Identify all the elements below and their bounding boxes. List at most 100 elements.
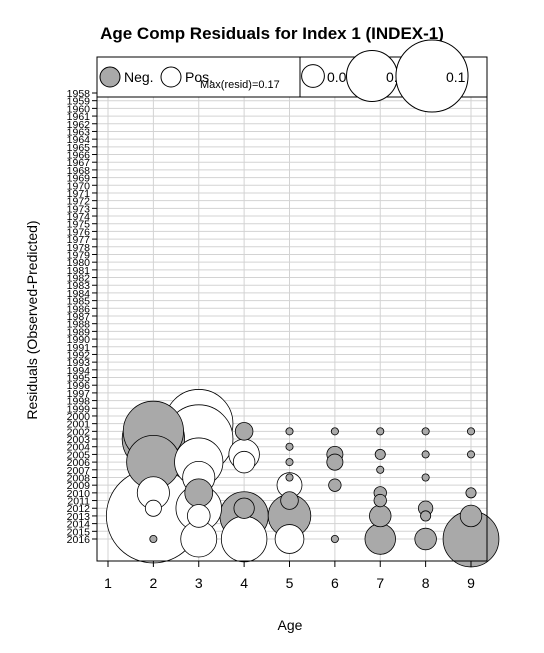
y-tick-label: 1968	[67, 165, 91, 177]
y-tick-label: 1963	[67, 126, 91, 138]
bubble-point	[285, 442, 294, 451]
y-tick-label: 1974	[67, 211, 91, 223]
bubble-point	[459, 504, 483, 528]
bubble-point	[326, 453, 344, 471]
y-tick-label: 1983	[67, 280, 91, 292]
bubble-point	[421, 473, 430, 482]
y-tick-label: 1987	[67, 311, 91, 323]
bubble-point	[374, 448, 386, 460]
bubble-point	[220, 515, 268, 563]
x-tick-label: 9	[467, 575, 475, 591]
y-tick-label: 2016	[67, 534, 91, 546]
y-tick-label: 1969	[67, 173, 91, 185]
y-tick-label: 2009	[67, 480, 91, 492]
y-tick-label: 1962	[67, 119, 91, 131]
y-tick-label: 2014	[67, 519, 91, 531]
x-tick-label: 7	[376, 575, 384, 591]
y-tick-label: 2000	[67, 411, 91, 423]
y-tick-label: 1964	[67, 134, 91, 146]
x-axis-label: Age	[278, 617, 303, 633]
bubble-point	[466, 427, 476, 436]
y-tick-label: 2015	[67, 526, 91, 538]
y-axis-label: Residuals (Observed-Predicted)	[24, 220, 40, 419]
y-tick-label: 1994	[67, 365, 91, 377]
bubble-point	[285, 458, 294, 467]
y-tick-label: 1976	[67, 226, 91, 238]
x-tick-label: 2	[149, 575, 157, 591]
y-tick-label: 1967	[67, 157, 91, 169]
y-tick-label: 2006	[67, 457, 91, 469]
bubble-point	[232, 450, 256, 474]
y-tick-label: 1988	[67, 319, 91, 331]
bubble-point	[285, 427, 294, 436]
bubble-point	[364, 523, 396, 555]
x-tick-label: 6	[331, 575, 339, 591]
y-tick-label: 1985	[67, 296, 91, 308]
bubble-point	[330, 534, 339, 544]
y-tick-label: 1971	[67, 188, 91, 200]
y-tick-label: 1986	[67, 303, 91, 315]
bubble-point	[376, 427, 385, 436]
bubble-point	[421, 427, 430, 436]
bubble-point	[280, 491, 299, 510]
y-tick-label: 1996	[67, 380, 91, 392]
bubble-layer	[105, 389, 500, 568]
y-tick-label: 2005	[67, 449, 91, 461]
y-tick-label: 1999	[67, 403, 91, 415]
x-tick-label: 8	[422, 575, 430, 591]
bubble-point	[144, 499, 162, 517]
bubble-point	[420, 510, 432, 522]
y-tick-label: 1960	[67, 103, 91, 115]
legend-pos-swatch	[160, 66, 182, 88]
y-tick-label: 1959	[67, 96, 91, 108]
y-tick-label: 1965	[67, 142, 91, 154]
legend-neg-swatch	[99, 66, 121, 88]
y-tick-label: 2001	[67, 419, 91, 431]
y-tick-label: 2012	[67, 503, 91, 515]
legend: Neg. Pos. Max(resid)=0.17 0.010.050.1	[96, 39, 488, 113]
y-tick-label: 1982	[67, 273, 91, 285]
bubble-point	[465, 487, 477, 499]
bubble-point	[369, 504, 392, 528]
legend-pos-label: Pos.	[185, 69, 213, 85]
y-tick-label: 1972	[67, 196, 91, 208]
y-tick-label: 2004	[67, 442, 91, 454]
y-tick-label: 1997	[67, 388, 91, 400]
x-tick-label: 1	[104, 575, 112, 591]
y-tick-label: 1961	[67, 111, 91, 123]
y-tick-label: 2010	[67, 488, 91, 500]
y-tick-label: 1970	[67, 180, 91, 192]
x-tick-label: 3	[195, 575, 203, 591]
y-tick-label: 1981	[67, 265, 91, 277]
bubble-point	[234, 422, 254, 441]
y-tick-label: 1975	[67, 219, 91, 231]
y-tick-label: 2002	[67, 426, 91, 438]
y-tick-label: 1973	[67, 203, 91, 215]
legend-size-label: 0.1	[446, 69, 466, 85]
y-tick-label: 1966	[67, 150, 91, 162]
bubble-point	[186, 504, 211, 528]
legend-sign-box	[96, 56, 301, 98]
y-tick-label: 1990	[67, 334, 91, 346]
bubble-point	[330, 427, 339, 436]
chart-title: Age Comp Residuals for Index 1 (INDEX-1)	[100, 24, 444, 43]
y-tick-label: 1978	[67, 242, 91, 254]
bubble-point	[373, 493, 387, 508]
y-tick-label: 1979	[67, 249, 91, 261]
max-resid-label: Max(resid)=0.17	[200, 79, 280, 91]
y-axis-ticks: 1958195919601961196219631964196519661967…	[67, 88, 97, 546]
y-tick-label: 2003	[67, 434, 91, 446]
y-tick-label: 1993	[67, 357, 91, 369]
bubble-point	[184, 478, 214, 508]
legend-size-swatch	[395, 39, 469, 113]
y-tick-label: 1984	[67, 288, 91, 300]
y-tick-label: 2007	[67, 465, 91, 477]
bubble-point	[414, 527, 437, 551]
y-tick-label: 1998	[67, 396, 91, 408]
bubble-point	[274, 524, 305, 554]
y-tick-label: 1995	[67, 373, 91, 385]
bubble-point	[466, 450, 476, 459]
bubble-point	[328, 478, 342, 492]
y-tick-label: 1991	[67, 342, 91, 354]
bubble-point	[149, 534, 158, 544]
